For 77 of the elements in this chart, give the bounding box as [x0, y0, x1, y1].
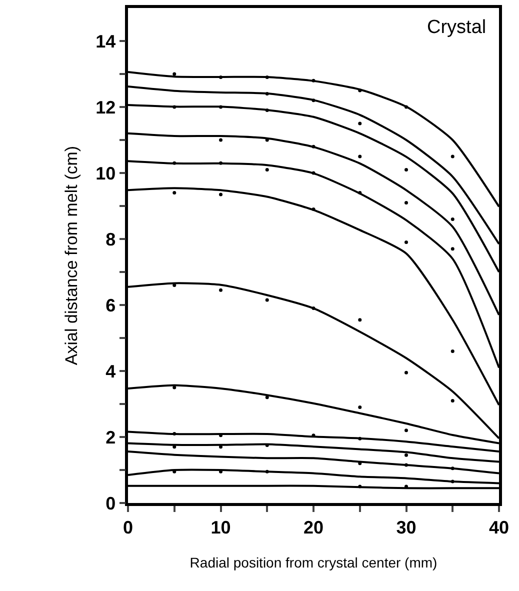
point — [404, 463, 408, 467]
point — [172, 72, 176, 76]
point — [265, 92, 269, 96]
point — [358, 406, 362, 410]
point — [265, 168, 269, 172]
line-series — [128, 442, 499, 463]
x-tick-label: 0 — [122, 517, 134, 538]
point — [172, 432, 176, 436]
point — [265, 470, 269, 474]
point — [172, 445, 176, 449]
x-tick-label: 10 — [210, 517, 231, 538]
point — [358, 318, 362, 322]
point — [219, 192, 222, 196]
point — [404, 105, 408, 109]
line-series — [128, 86, 499, 245]
point — [358, 484, 362, 488]
y-axis-title: Axial distance from melt (cm) — [62, 146, 82, 366]
y-tick-label: 0 — [106, 493, 116, 514]
line-series — [128, 282, 499, 440]
x-tick-label: 30 — [396, 517, 416, 538]
point — [219, 445, 222, 449]
line-series — [128, 450, 499, 474]
point — [404, 200, 408, 204]
point — [450, 217, 454, 221]
point — [312, 306, 316, 310]
point — [172, 191, 176, 195]
point — [312, 98, 316, 102]
line-series — [128, 132, 499, 316]
line-series — [128, 160, 499, 369]
point — [265, 396, 269, 400]
point — [450, 480, 454, 484]
line-series — [128, 71, 499, 208]
point — [312, 171, 316, 175]
point — [312, 208, 316, 212]
point — [450, 247, 454, 251]
line-series — [128, 468, 499, 484]
point — [265, 76, 269, 80]
point — [450, 349, 454, 353]
point — [172, 105, 176, 109]
point — [265, 298, 269, 302]
x-tick-label: 20 — [303, 517, 324, 538]
annotation: Crystal — [427, 17, 486, 38]
point — [450, 466, 454, 470]
point — [312, 78, 316, 82]
line-series — [128, 104, 499, 273]
y-tick-label: 6 — [106, 295, 116, 316]
line-series — [128, 430, 499, 453]
point — [219, 105, 222, 109]
x-axis-title: Radial position from crystal center (mm) — [190, 554, 438, 571]
point — [312, 144, 316, 148]
point — [358, 191, 362, 195]
point — [404, 428, 408, 432]
point — [404, 453, 408, 457]
point — [404, 370, 408, 374]
point — [450, 154, 454, 158]
point — [358, 154, 362, 158]
point — [358, 88, 362, 92]
y-tick-label: 8 — [106, 229, 116, 250]
line-series — [128, 187, 499, 406]
point — [219, 288, 222, 292]
y-tick-label: 4 — [106, 361, 116, 382]
point — [265, 108, 269, 112]
point — [404, 240, 408, 244]
point — [404, 168, 408, 172]
y-tick-label: 12 — [96, 97, 116, 118]
point — [358, 122, 362, 126]
point — [172, 161, 176, 165]
point — [172, 386, 176, 390]
y-tick-label: 10 — [96, 163, 116, 184]
x-tick-label: 40 — [488, 517, 510, 538]
point — [219, 161, 222, 165]
y-tick-label: 2 — [106, 427, 116, 448]
line-series — [128, 384, 499, 444]
point — [358, 436, 362, 440]
point — [450, 398, 454, 402]
point — [219, 138, 222, 142]
y-tick-label: 14 — [96, 31, 116, 52]
